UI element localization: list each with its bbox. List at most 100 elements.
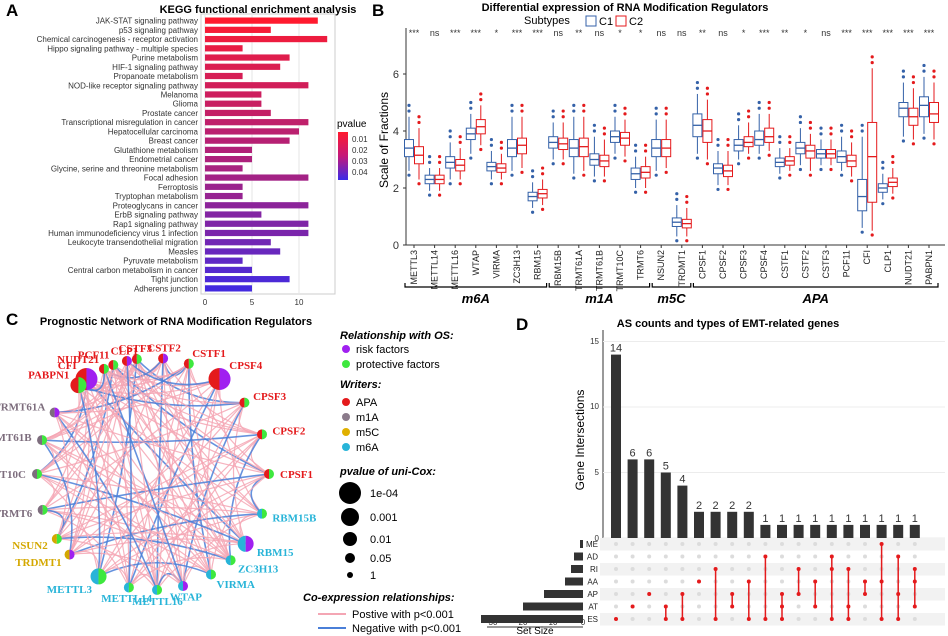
box-outlier <box>819 167 823 172</box>
box-c2 <box>681 194 692 243</box>
box-outlier <box>634 149 638 153</box>
kegg-bar <box>205 26 271 33</box>
kegg-category-label: Central carbon metabolism in cancer <box>68 266 199 275</box>
matrix-row-band <box>600 588 945 601</box>
matrix-dot <box>663 592 668 596</box>
gene-label: METTL14 <box>430 250 440 290</box>
network-node <box>152 584 163 595</box>
kegg-category-label: Focal adhesion <box>144 174 198 183</box>
matrix-dot <box>863 554 867 559</box>
positive-edge <box>128 557 231 588</box>
node-os-half <box>42 435 48 446</box>
positive-edge <box>188 363 270 475</box>
box-outlier <box>592 123 597 127</box>
positive-edge <box>54 378 220 414</box>
matrix-dot <box>796 604 801 609</box>
intersection-bar-label: 1 <box>862 513 868 525</box>
intersection-bar-label: 2 <box>696 500 702 512</box>
kegg-bar <box>205 174 309 181</box>
box-outlier <box>448 135 452 139</box>
box-outlier <box>685 239 689 243</box>
box-c1 <box>527 169 538 214</box>
box-outlier <box>747 115 751 119</box>
boxplot-ylabel: Scale of Fractions <box>377 92 391 188</box>
box-outlier <box>592 179 597 183</box>
significance-label: ns <box>821 28 831 38</box>
kegg-bar <box>205 35 328 43</box>
gene-label: NUDT21 <box>903 250 913 285</box>
matrix-dot <box>630 567 635 571</box>
box-outlier <box>479 92 483 96</box>
upset-ytick: 15 <box>590 337 599 346</box>
network-node <box>264 469 274 479</box>
node-os-half <box>269 469 274 479</box>
matrix-dot <box>697 617 701 621</box>
box-outlier <box>602 126 607 130</box>
panel-d-letter: D <box>516 315 528 334</box>
box-outlier <box>788 140 792 144</box>
significance-label: ns <box>553 28 563 38</box>
node-writer-half <box>225 555 231 566</box>
matrix-dot <box>680 567 685 571</box>
positive-edge <box>78 378 220 395</box>
box-c1 <box>919 63 929 140</box>
legend-writer-apa-dot <box>342 398 350 406</box>
box-c1 <box>424 155 435 197</box>
gene-label: RBM15 <box>533 250 543 280</box>
intersection-bar <box>694 511 704 538</box>
boxplot-legend-c1: C1 <box>599 16 613 28</box>
kegg-category-label: Breast cancer <box>149 137 199 146</box>
significance-label: *** <box>450 28 461 38</box>
node-os-half <box>103 363 109 374</box>
intersection-bar-label: 5 <box>663 461 669 473</box>
box-outlier <box>737 118 741 122</box>
box-c1 <box>795 115 806 172</box>
box-outlier <box>767 100 771 105</box>
significance-label: *** <box>759 28 770 38</box>
node-writer-half <box>64 549 70 560</box>
positive-edge <box>54 412 69 540</box>
matrix-dot <box>746 567 751 571</box>
legend-writer-apa: APA <box>356 397 378 409</box>
box-outlier <box>829 126 833 130</box>
positive-edge <box>103 368 158 591</box>
legend-risk-dot <box>342 345 350 353</box>
box-outlier <box>901 139 906 143</box>
panel-c-letter: C <box>6 310 18 329</box>
legend-pvalue: 0.001 <box>370 512 398 524</box>
matrix-dot <box>680 579 685 584</box>
matrix-dot <box>813 617 818 621</box>
gene-label: TRMT10C <box>615 250 625 292</box>
gene-label: ZC3H13 <box>512 250 522 284</box>
kegg-bar <box>205 63 281 70</box>
box-outlier <box>726 137 730 142</box>
set-label: AT <box>588 603 598 612</box>
setsize-tick: 20 <box>519 618 528 627</box>
box-outlier <box>654 173 658 177</box>
node-writer-half <box>32 469 37 479</box>
matrix-dot <box>813 542 818 546</box>
box-outlier <box>870 55 874 59</box>
intersection-bar <box>810 524 821 538</box>
kegg-category-label: ErbB signaling pathway <box>114 211 198 220</box>
significance-label: *** <box>841 28 852 38</box>
box-outlier <box>448 182 452 186</box>
kegg-bar <box>205 137 290 144</box>
node-os-half <box>183 581 189 592</box>
box-c2 <box>558 109 569 166</box>
node-writer-half <box>208 367 220 390</box>
matrix-dot <box>780 554 784 559</box>
node-writer-half <box>49 407 55 418</box>
box-c1 <box>898 69 909 143</box>
box-outlier <box>675 239 679 243</box>
intersection-bar-label: 2 <box>746 500 752 512</box>
box-outlier <box>685 200 689 204</box>
kegg-category-label: Tryptophan metabolism <box>115 192 199 201</box>
kegg-bar <box>205 119 309 126</box>
box-c1 <box>445 129 456 186</box>
box-outlier <box>561 115 565 119</box>
box-outlier <box>438 193 442 197</box>
box-outlier <box>922 63 926 68</box>
box-c2 <box>661 106 672 174</box>
gene-label: WTAP <box>471 250 481 275</box>
